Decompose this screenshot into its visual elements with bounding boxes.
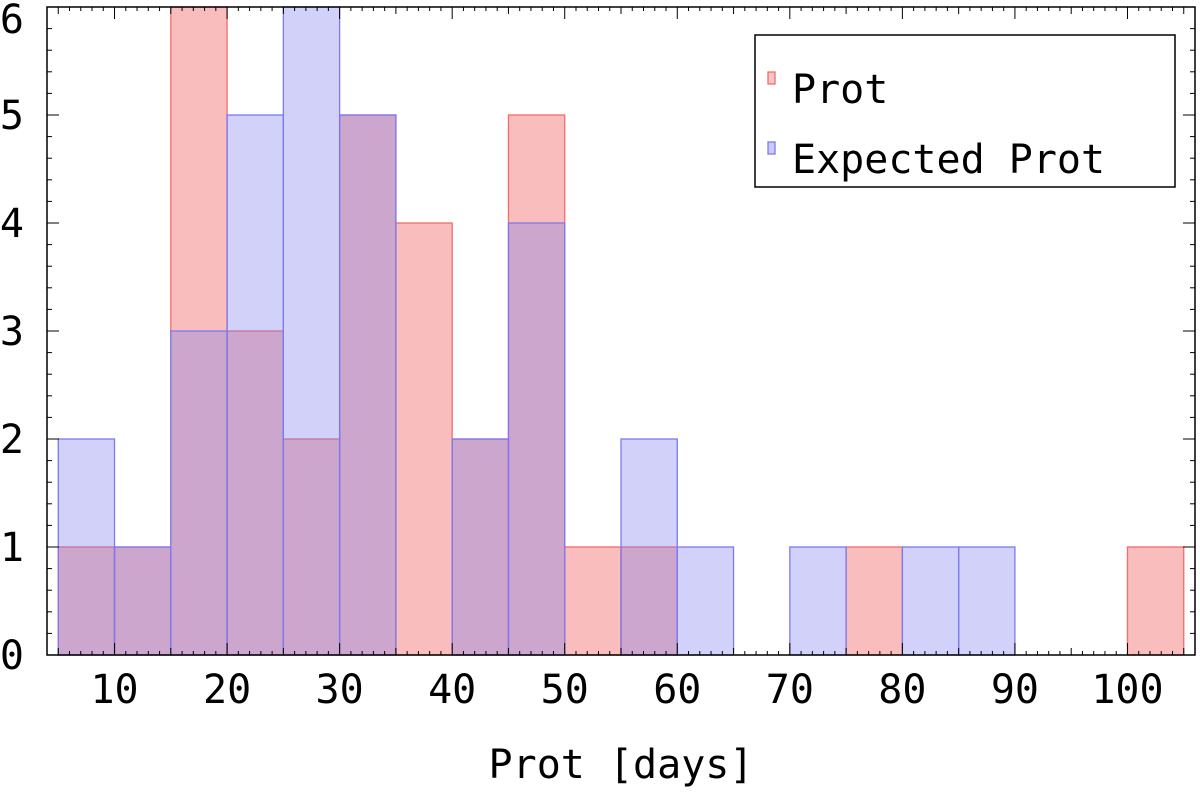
y-tick-label: 4 <box>0 201 24 247</box>
bar-prot-35 <box>395 222 453 656</box>
x-tick-label: 80 <box>878 667 926 713</box>
y-tick-label: 2 <box>0 417 24 463</box>
y-tick-label: 6 <box>0 0 24 43</box>
legend-label-prot: Prot <box>792 67 888 113</box>
y-tick-label: 3 <box>0 309 24 355</box>
legend-swatch-prot <box>767 71 776 85</box>
ticks-layer <box>46 6 1196 656</box>
x-tick-label: 100 <box>1091 667 1163 713</box>
bar-expected-prot-70 <box>789 546 847 656</box>
x-tick-label: 20 <box>203 667 251 713</box>
y-tick-label: 1 <box>0 525 24 571</box>
bar-prot-100 <box>1126 546 1185 656</box>
bar-prot-20 <box>226 330 285 656</box>
bar-prot-10 <box>113 546 172 656</box>
bar-prot-50 <box>564 546 622 656</box>
bar-expected-prot-80 <box>901 546 960 656</box>
bar-expected-prot-85 <box>957 546 1016 656</box>
y-tick-label: 5 <box>0 93 24 139</box>
bar-expected-prot-5 <box>57 438 116 656</box>
x-axis-label: Prot [days] <box>489 742 754 788</box>
bar-expected-prot-20 <box>226 114 285 656</box>
x-tick-label: 10 <box>90 667 138 713</box>
bar-prot-30 <box>338 114 397 656</box>
x-tick-label: 50 <box>541 667 589 713</box>
bars-layer <box>57 6 1185 656</box>
tick-labels: 10 20 30 40 50 60 70 80 90 100 0 1 2 3 4 5 6 <box>0 0 1164 713</box>
x-tick-label: 90 <box>991 667 1039 713</box>
legend: Prot Expected Prot <box>754 34 1176 188</box>
bar-expected-prot-10 <box>113 546 172 656</box>
x-tick-label: 30 <box>316 667 364 713</box>
x-tick-label: 70 <box>766 667 814 713</box>
x-tick-label: 60 <box>653 667 701 713</box>
bar-prot-5 <box>57 546 116 656</box>
legend-label-expected-prot: Expected Prot <box>792 137 1105 183</box>
bar-expected-prot-40 <box>451 438 510 656</box>
bar-expected-prot-15 <box>170 330 228 656</box>
bar-expected-prot-25 <box>282 6 341 656</box>
bar-expected-prot-55 <box>620 438 678 656</box>
bar-prot-75 <box>845 546 904 656</box>
y-tick-label: 0 <box>0 633 24 679</box>
legend-box <box>754 34 1176 188</box>
x-tick-label: 40 <box>428 667 476 713</box>
bar-expected-prot-30 <box>338 114 397 656</box>
bar-expected-prot-60 <box>676 546 735 656</box>
bar-expected-prot-45 <box>507 222 566 656</box>
legend-swatch-expected-prot <box>767 141 776 155</box>
